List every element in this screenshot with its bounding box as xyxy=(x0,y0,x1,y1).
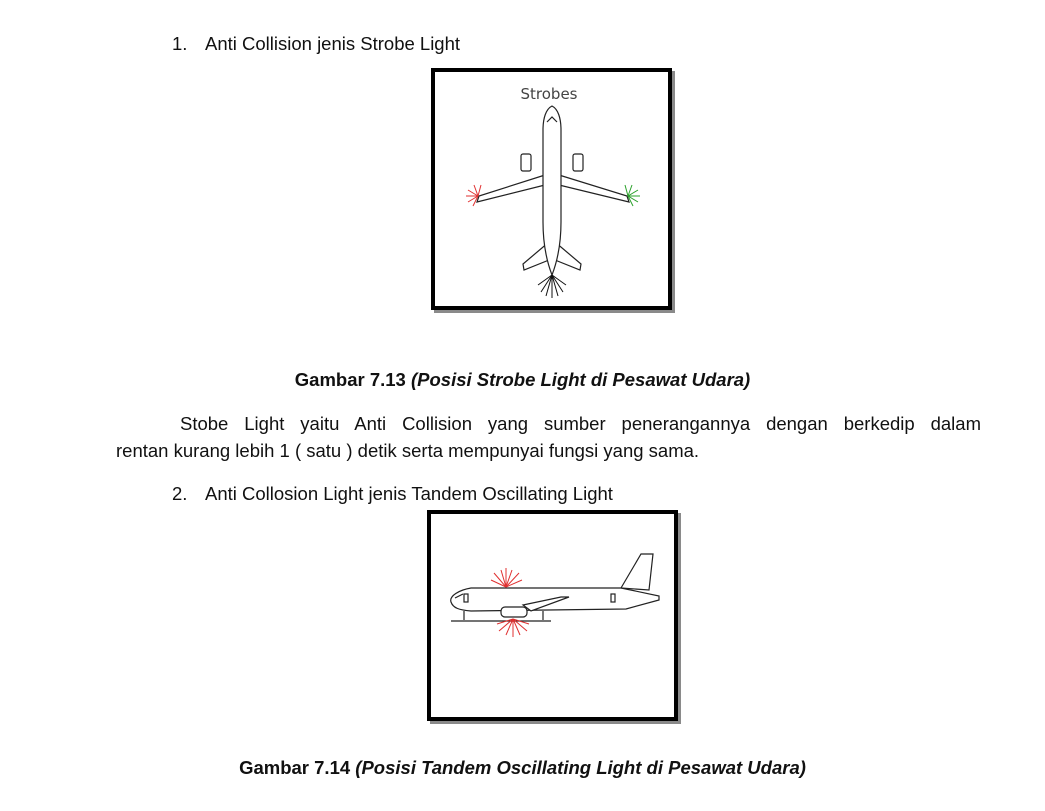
beacon-lights xyxy=(490,568,530,637)
airplane-icon xyxy=(476,105,630,277)
caption-description: (Posisi Tandem Oscillating Light di Pesa… xyxy=(355,757,806,778)
right-strobe-green xyxy=(624,184,640,207)
figure-label: Strobes xyxy=(521,85,578,103)
caption-number: Gambar 7.14 xyxy=(239,757,351,778)
list-item-1: 1. Anti Collision jenis Strobe Light xyxy=(172,33,460,55)
paragraph-line: rentan kurang lebih 1 ( satu ) detik ser… xyxy=(116,440,700,461)
list-text: Anti Collision jenis Strobe Light xyxy=(205,33,461,54)
paragraph-line: Stobe Light yaitu Anti Collision yang su… xyxy=(180,413,981,434)
figure-strobe-light: Strobes xyxy=(431,68,672,310)
list-number: 2. xyxy=(172,483,188,504)
caption-description: (Posisi Strobe Light di Pesawat Udara) xyxy=(410,369,751,390)
lower-beacon xyxy=(496,618,530,637)
body-paragraph: Stobe Light yaitu Anti Collision yang su… xyxy=(116,410,981,464)
figure-caption-7-13: Gambar 7.13 (Posisi Strobe Light di Pesa… xyxy=(0,369,1045,391)
left-strobe-red xyxy=(466,184,482,207)
list-text: Anti Collosion Light jenis Tandem Oscill… xyxy=(205,483,613,504)
strobe-lights xyxy=(466,184,640,298)
caption-number: Gambar 7.13 xyxy=(294,369,406,390)
figure-tandem-oscillating-light xyxy=(427,510,678,721)
airplane-side-view-illustration xyxy=(450,553,660,637)
tail-strobe-white xyxy=(537,274,567,298)
upper-beacon xyxy=(490,568,523,588)
figure-caption-7-14: Gambar 7.14 (Posisi Tandem Oscillating L… xyxy=(0,757,1045,779)
airplane-top-view-illustration: Strobes xyxy=(466,85,640,298)
list-number: 1. xyxy=(172,33,188,54)
list-item-2: 2. Anti Collosion Light jenis Tandem Osci… xyxy=(172,483,613,505)
airplane-side-icon xyxy=(450,553,660,622)
